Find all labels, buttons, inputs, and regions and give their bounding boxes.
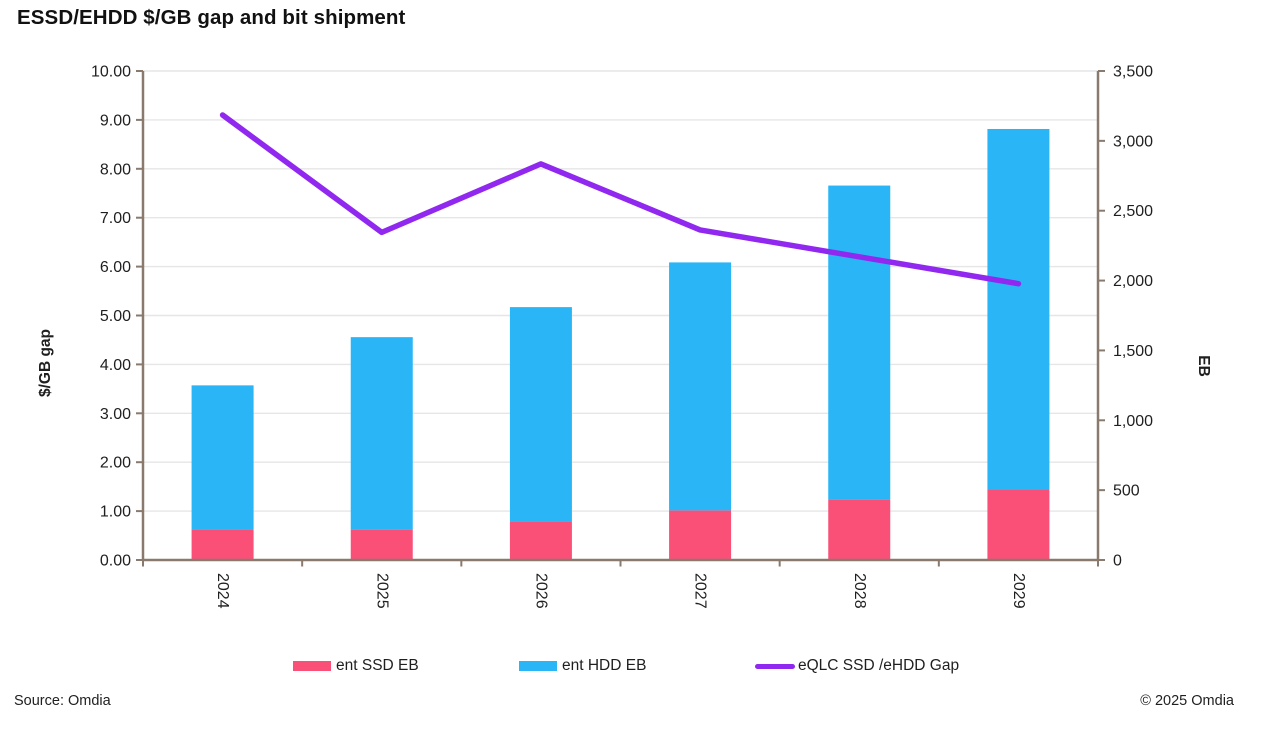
x-tick-label-2024: 2024	[214, 573, 231, 609]
bar-hdd-2024	[191, 385, 254, 530]
right-tick-label: 3,500	[1113, 64, 1153, 81]
legend-item-ent-ssd: ent SSD EB	[293, 655, 419, 677]
right-tick-label: 1,000	[1113, 413, 1153, 430]
left-tick-label: 8.00	[100, 161, 131, 178]
bar-ssd-2029	[987, 489, 1050, 560]
bar-hdd-2026	[509, 307, 572, 522]
x-tick-label-2029: 2029	[1010, 573, 1027, 609]
bar-hdd-2028	[828, 185, 891, 500]
bar-hdd-2029	[987, 128, 1050, 490]
x-tick-label-2028: 2028	[851, 573, 868, 609]
source-text: Source: Omdia	[14, 693, 111, 709]
right-tick-label: 2,500	[1113, 203, 1153, 220]
left-tick-label: 5.00	[100, 308, 131, 325]
bar-ssd-2025	[350, 529, 413, 560]
legend-label-ent-ssd: ent SSD EB	[336, 657, 419, 674]
left-tick-label: 6.00	[100, 259, 131, 276]
chart-title: ESSD/EHDD $/GB gap and bit shipment	[17, 6, 406, 29]
right-axis-title: EB	[1195, 355, 1212, 377]
chart-plot-area: 10.00 9.00 8.00 7.00 6.00 5.00 4.00 3.00 2.00 1.0…	[91, 64, 1153, 609]
legend-item-gap-line: eQLC SSD /eHDD Gap	[755, 655, 959, 677]
right-tick-label: 1,500	[1113, 343, 1153, 360]
bar-ssd-2026	[509, 521, 572, 560]
bar-ssd-2028	[828, 499, 891, 560]
legend-label-ent-hdd: ent HDD EB	[562, 657, 647, 674]
bar-ssd-2027	[669, 510, 732, 560]
right-tick-label: 0	[1113, 553, 1122, 570]
x-tick-label-2026: 2026	[532, 573, 549, 609]
left-tick-label: 2.00	[100, 455, 131, 472]
left-tick-label: 1.00	[100, 504, 131, 521]
right-tick-label: 3,000	[1113, 133, 1153, 150]
right-tick-label: 2,000	[1113, 273, 1153, 290]
copyright-text: © 2025 Omdia	[1140, 693, 1234, 709]
legend-item-ent-hdd: ent HDD EB	[519, 655, 646, 677]
legend-swatch-ent-ssd	[293, 661, 331, 671]
bar-hdd-2025	[350, 337, 413, 530]
left-axis-title: $/GB gap	[37, 329, 54, 397]
legend: ent SSD EB ent HDD EB eQLC SSD /eHDD Gap	[0, 655, 1264, 677]
gap-line	[219, 112, 1022, 287]
bar-hdd-2027	[669, 262, 732, 511]
legend-swatch-gap-line	[755, 663, 795, 669]
left-tick-label: 7.00	[100, 210, 131, 227]
x-tick-label-2027: 2027	[692, 573, 709, 609]
right-tick-label: 500	[1113, 483, 1140, 500]
left-tick-label: 10.00	[91, 64, 131, 81]
left-tick-label: 4.00	[100, 357, 131, 374]
bar-ssd-2024	[191, 529, 254, 560]
x-tick-label-2025: 2025	[373, 573, 390, 609]
legend-swatch-ent-hdd	[519, 661, 557, 671]
left-tick-label: 3.00	[100, 406, 131, 423]
left-tick-label: 9.00	[100, 112, 131, 129]
left-tick-label: 0.00	[100, 553, 131, 570]
legend-label-gap-line: eQLC SSD /eHDD Gap	[798, 657, 960, 674]
